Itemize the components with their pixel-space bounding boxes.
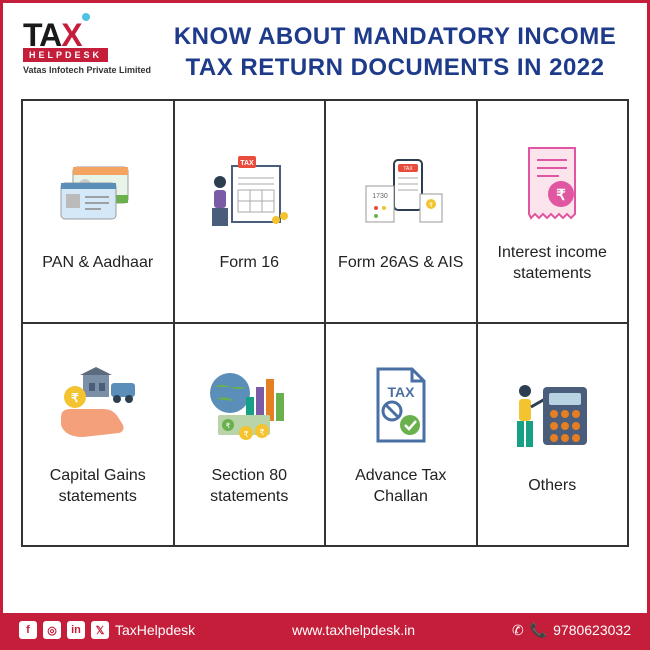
cell-form26as: TAX 1730 ₹ Form 26AS & AIS bbox=[325, 100, 477, 323]
svg-text:₹: ₹ bbox=[226, 422, 231, 430]
documents-grid: PAN & Aadhaar TAX bbox=[21, 99, 629, 547]
cell-label: Capital Gains statements bbox=[31, 466, 165, 508]
facebook-icon: f bbox=[19, 621, 37, 639]
logo-text: TAX bbox=[23, 21, 82, 50]
calculator-icon bbox=[507, 372, 597, 462]
svg-text:TAX: TAX bbox=[241, 160, 255, 167]
cell-capital-gains: ₹ Capital Gains statements bbox=[22, 323, 174, 546]
receipt-icon: ₹ bbox=[507, 139, 597, 229]
infographic-container: TAX HELPDESK Vatas Infotech Private Limi… bbox=[0, 0, 650, 650]
phone-number: 9780623032 bbox=[553, 622, 631, 638]
footer: f ◎ in 𝕏 TaxHelpdesk www.taxhelpdesk.in … bbox=[3, 613, 647, 647]
cards-icon bbox=[53, 149, 143, 239]
cell-others: Others bbox=[477, 323, 629, 546]
linkedin-icon: in bbox=[67, 621, 85, 639]
tax-doc-icon: TAX bbox=[356, 362, 446, 452]
cell-label: PAN & Aadhaar bbox=[42, 253, 153, 274]
logo-x: X bbox=[61, 21, 81, 50]
whatsapp-icon: ✆ bbox=[512, 622, 524, 639]
hand-assets-icon: ₹ bbox=[53, 362, 143, 452]
svg-text:₹: ₹ bbox=[429, 202, 433, 209]
cell-label: Form 16 bbox=[219, 253, 279, 274]
svg-text:₹: ₹ bbox=[556, 187, 566, 204]
footer-website: www.taxhelpdesk.in bbox=[292, 622, 415, 638]
form-icon: TAX bbox=[204, 149, 294, 239]
logo: TAX HELPDESK Vatas Infotech Private Limi… bbox=[23, 21, 151, 75]
svg-text:₹: ₹ bbox=[260, 428, 265, 437]
main-title: KNOW ABOUT MANDATORY INCOME TAX RETURN D… bbox=[163, 21, 627, 83]
cell-label: Interest income statements bbox=[486, 243, 620, 285]
phone-icon: 📞 bbox=[530, 622, 547, 639]
cell-label: Others bbox=[528, 476, 576, 497]
footer-social: f ◎ in 𝕏 TaxHelpdesk bbox=[19, 621, 195, 639]
logo-company: Vatas Infotech Private Limited bbox=[23, 65, 151, 75]
header: TAX HELPDESK Vatas Infotech Private Limi… bbox=[3, 3, 647, 91]
instagram-icon: ◎ bbox=[43, 621, 61, 639]
cell-interest: ₹ Interest income statements bbox=[477, 100, 629, 323]
svg-text:₹: ₹ bbox=[71, 391, 79, 405]
svg-text:₹: ₹ bbox=[244, 430, 249, 439]
svg-text:1730: 1730 bbox=[372, 193, 388, 200]
cell-section80: ₹ ₹ ₹ Section 80 statements bbox=[174, 323, 326, 546]
twitter-icon: 𝕏 bbox=[91, 621, 109, 639]
globe-chart-icon: ₹ ₹ ₹ bbox=[204, 362, 294, 452]
cell-pan-aadhaar: PAN & Aadhaar bbox=[22, 100, 174, 323]
cell-advance-tax: TAX Advance Tax Challan bbox=[325, 323, 477, 546]
cell-label: Section 80 statements bbox=[183, 466, 317, 508]
footer-contact: ✆ 📞 9780623032 bbox=[512, 622, 631, 639]
cell-label: Advance Tax Challan bbox=[334, 466, 468, 508]
svg-text:TAX: TAX bbox=[403, 166, 413, 172]
svg-text:TAX: TAX bbox=[387, 384, 415, 400]
cell-label: Form 26AS & AIS bbox=[338, 253, 463, 274]
phone-tax-icon: TAX 1730 ₹ bbox=[356, 149, 446, 239]
social-handle: TaxHelpdesk bbox=[115, 622, 195, 638]
cell-form16: TAX Form 16 bbox=[174, 100, 326, 323]
